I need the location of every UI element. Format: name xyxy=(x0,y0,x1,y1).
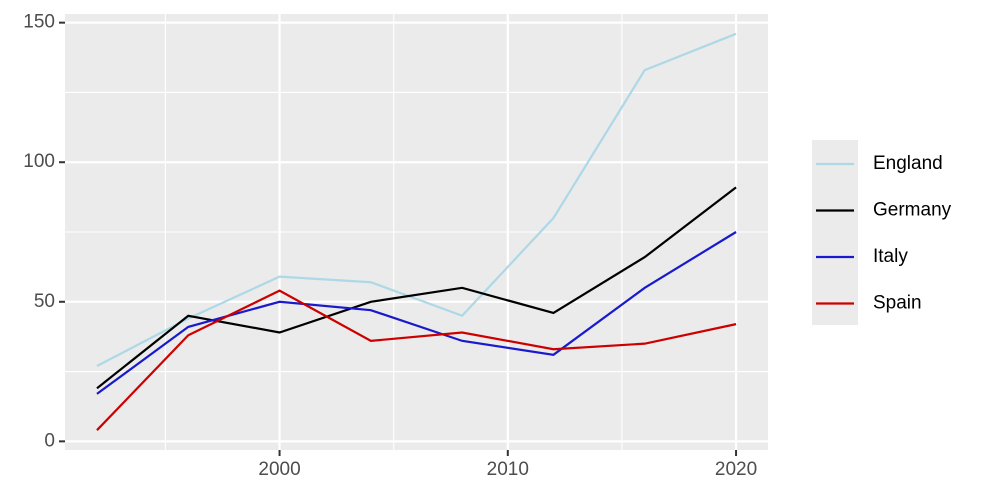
series-line xyxy=(96,231,737,395)
y-tick-label: 100 xyxy=(23,151,55,172)
legend-label: Spain xyxy=(873,293,922,314)
legend-label: Germany xyxy=(873,200,952,221)
x-tick-label: 2020 xyxy=(715,459,757,480)
legend: England Germany Italy Spain xyxy=(816,153,952,314)
x-tick-label: 2010 xyxy=(487,459,529,480)
legend-keys xyxy=(812,140,858,325)
legend-label: Italy xyxy=(873,246,908,267)
legend-label: England xyxy=(873,153,943,174)
series-line xyxy=(96,289,737,431)
grid xyxy=(65,14,768,450)
y-tick-label: 150 xyxy=(23,12,55,33)
axes: 2000 2010 2020 0 50 100 150 xyxy=(23,12,757,480)
y-tick-label: 0 xyxy=(44,430,55,451)
series-line xyxy=(96,32,737,367)
x-tick-label: 2000 xyxy=(258,459,300,480)
lines xyxy=(96,32,737,431)
y-tick-label: 50 xyxy=(34,291,55,312)
series-line xyxy=(96,186,737,390)
